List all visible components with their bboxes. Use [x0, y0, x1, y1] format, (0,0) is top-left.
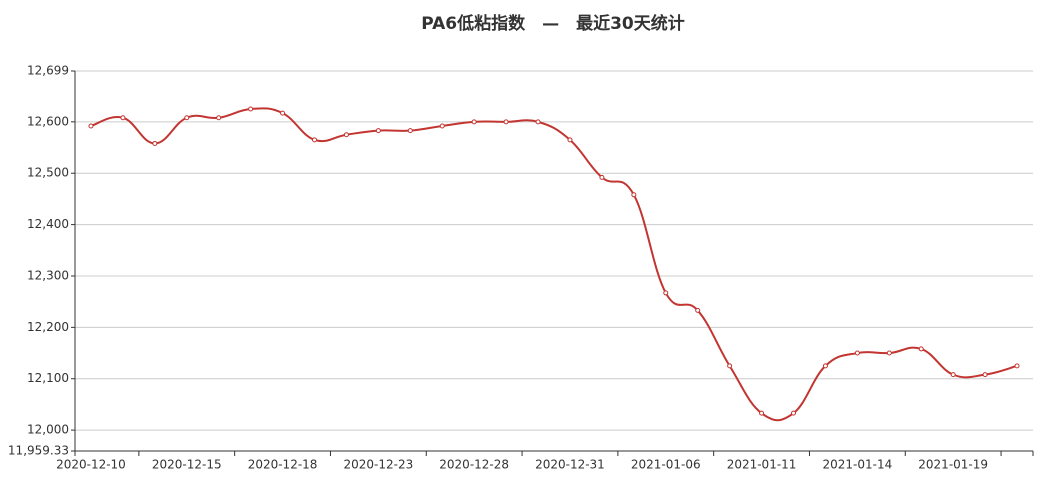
point: [727, 363, 733, 369]
point: [663, 290, 669, 296]
point: [216, 115, 222, 121]
x-tick-label: 2021-01-11: [727, 458, 797, 472]
y-tick-label: 12,500: [27, 166, 69, 180]
point: [822, 363, 828, 369]
x-tick-label: 2021-01-14: [822, 458, 892, 472]
point: [1014, 363, 1020, 369]
point: [184, 115, 190, 121]
point: [248, 106, 254, 112]
point: [982, 372, 988, 378]
point: [375, 128, 381, 134]
chart-title: PA6低粘指数 — 最近30天统计: [421, 13, 685, 34]
x-tick-label: 2020-12-15: [152, 458, 222, 472]
y-tick-label: 12,600: [27, 114, 69, 128]
point: [312, 137, 317, 143]
y-tick-label: 12,300: [27, 268, 69, 282]
y-tick-label: 12,400: [27, 217, 69, 231]
x-tick-label: 2021-01-19: [918, 458, 988, 472]
point: [599, 174, 605, 180]
point: [759, 410, 765, 416]
x-tick-label: 2021-01-06: [631, 458, 701, 472]
point: [280, 110, 286, 116]
point: [567, 137, 573, 143]
y-tick-label: 12,200: [27, 320, 69, 334]
point: [152, 140, 158, 146]
point: [695, 307, 701, 313]
y-tick-label: 12,000: [27, 423, 69, 437]
point: [343, 132, 349, 138]
y-tick-label: 11,959.33: [8, 444, 69, 458]
x-tick-label: 2020-12-28: [439, 458, 509, 472]
x-tick-label: 2020-12-10: [56, 458, 126, 472]
point: [471, 119, 477, 125]
line: [90, 107, 1018, 422]
x-tick-label: 2020-12-18: [248, 458, 318, 472]
y-tick-label: 12,699: [27, 64, 69, 78]
point: [120, 115, 126, 121]
x-tick-label: 2020-12-23: [343, 458, 413, 472]
point: [854, 350, 860, 356]
point: [791, 410, 796, 416]
x-tick-label: 2020-12-31: [535, 458, 605, 472]
point: [631, 192, 637, 198]
point: [918, 346, 924, 352]
point: [950, 372, 956, 378]
point: [407, 128, 413, 134]
point: [88, 123, 94, 129]
point: [535, 119, 541, 125]
point: [439, 123, 445, 129]
point: [886, 350, 892, 356]
y-tick-label: 12,100: [27, 371, 69, 385]
point: [503, 119, 509, 125]
